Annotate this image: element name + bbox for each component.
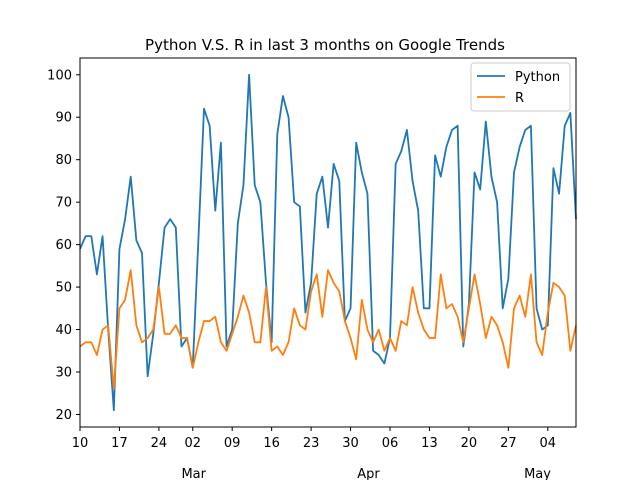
x-tick-label: 23 — [303, 436, 320, 451]
x-tick-label: 27 — [500, 436, 517, 451]
y-tick-label: 80 — [55, 153, 72, 168]
y-tick-label: 60 — [55, 238, 72, 253]
y-tick-label: 20 — [55, 408, 72, 423]
x-axis: 10 17 24 02 09 16 23 30 06 13 20 27 04 Mar Apr May — [72, 427, 556, 480]
x-tick-label: 17 — [111, 436, 128, 451]
x-month-label: Mar — [181, 467, 206, 480]
y-tick-label: 90 — [55, 111, 72, 126]
x-tick-label: 30 — [342, 436, 359, 451]
x-tick-label: 09 — [224, 436, 241, 451]
series-line-r — [79, 269, 577, 390]
x-tick-label: 20 — [461, 436, 478, 451]
y-tick-label: 50 — [55, 281, 72, 296]
plot-frame — [79, 57, 577, 428]
y-tick-label: 40 — [55, 323, 72, 338]
plot-lines — [79, 73, 577, 412]
y-tick-label: 30 — [55, 366, 72, 381]
x-tick-label: 24 — [151, 436, 168, 451]
x-month-label: Apr — [357, 467, 380, 480]
x-tick-label: 04 — [540, 436, 557, 451]
series-line-python — [79, 73, 577, 412]
y-tick-label: 100 — [47, 68, 72, 83]
y-axis: 20 30 40 50 60 70 80 90 100 — [47, 68, 80, 423]
legend: Python R — [470, 62, 571, 112]
x-tick-label: 10 — [72, 436, 89, 451]
legend-label-python: Python — [515, 70, 560, 85]
x-tick-label: 02 — [184, 436, 201, 451]
x-tick-label: 06 — [382, 436, 399, 451]
legend-label-r: R — [515, 91, 524, 106]
x-tick-label: 13 — [421, 436, 438, 451]
chart-title: Python V.S. R in last 3 months on Google… — [145, 36, 505, 54]
x-tick-label: 16 — [263, 436, 280, 451]
x-month-label: May — [524, 467, 551, 480]
y-tick-label: 70 — [55, 196, 72, 211]
legend-box — [470, 62, 571, 112]
